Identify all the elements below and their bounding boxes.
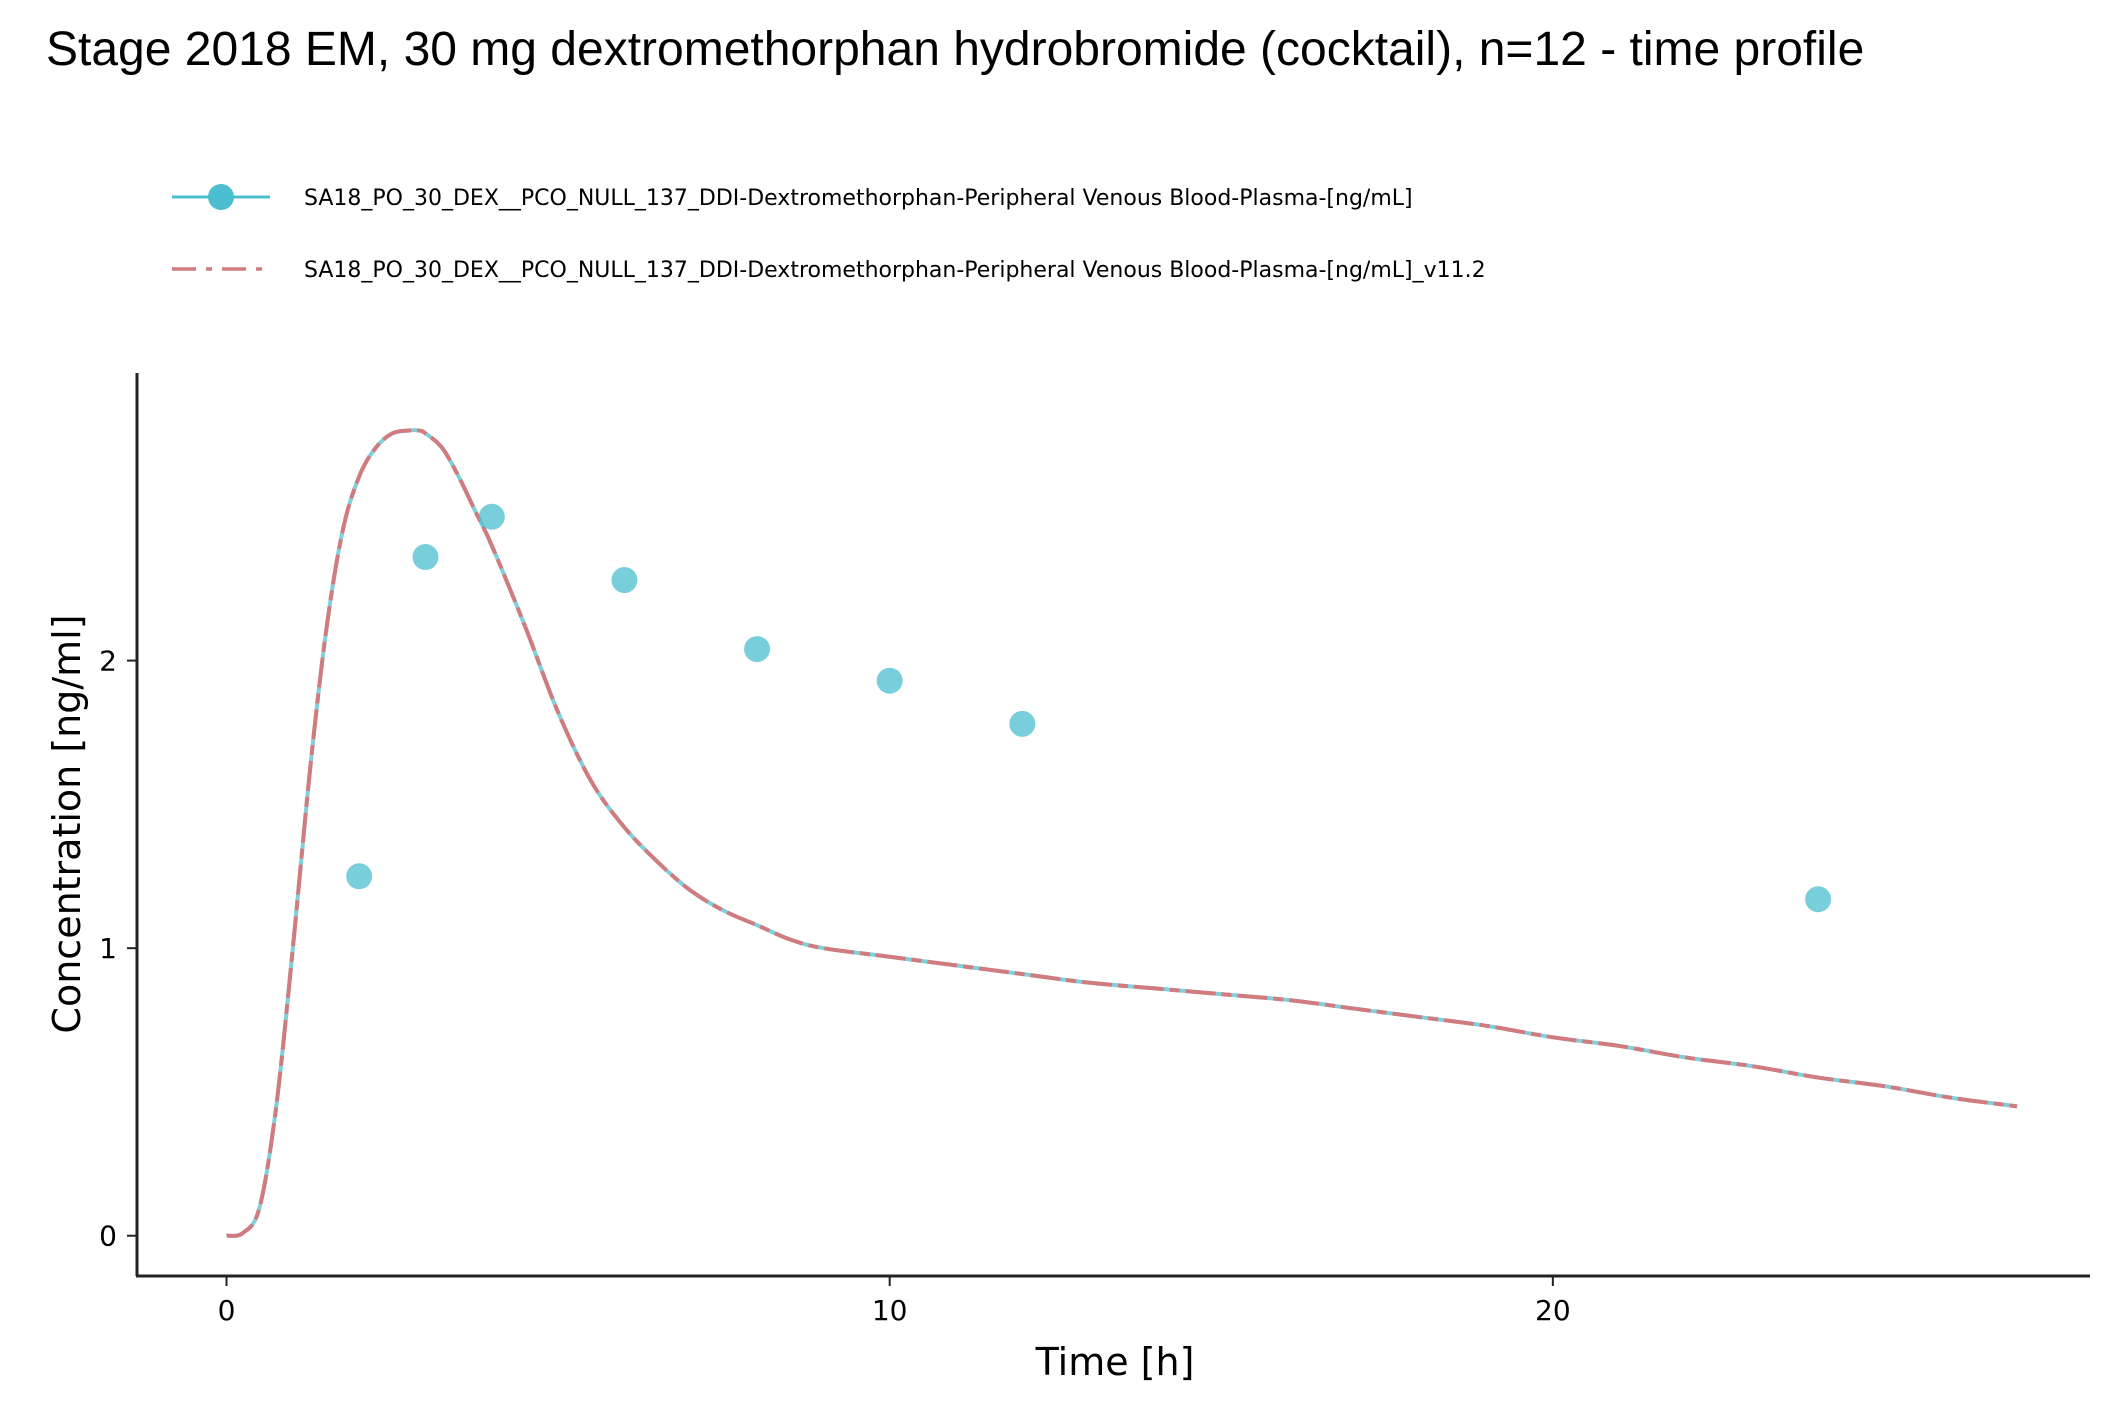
observed-data-point [412, 544, 439, 571]
observed-data-point [346, 863, 373, 890]
y-tick-label: 0 [99, 1220, 117, 1253]
x-tick-label: 10 [872, 1294, 908, 1327]
observed-data-point [744, 636, 771, 663]
observed-data-point [478, 503, 505, 530]
axes [135, 373, 2090, 1278]
legend-observed-marker [208, 184, 234, 210]
x-tick-label: 0 [218, 1294, 236, 1327]
legend-label-simulated: SA18_PO_30_DEX__PCO_NULL_137_DDI-Dextrom… [304, 258, 1486, 283]
legend-label-observed: SA18_PO_30_DEX__PCO_NULL_137_DDI-Dextrom… [304, 186, 1413, 211]
x-axis-title: Time [h] [1035, 1340, 1195, 1384]
legend: SA18_PO_30_DEX__PCO_NULL_137_DDI-Dextrom… [172, 184, 1486, 283]
observed-data-point [611, 567, 638, 594]
observed-data-point [1805, 886, 1832, 913]
chart-title: Stage 2018 EM, 30 mg dextromethorphan hy… [46, 23, 1865, 76]
observed-data-point [876, 667, 903, 694]
observed-data-point [1009, 710, 1036, 737]
y-tick-label: 1 [99, 932, 117, 965]
y-tick-label: 2 [99, 645, 117, 678]
x-tick-label: 20 [1535, 1294, 1571, 1327]
simulated-series-line [226, 428, 2018, 1238]
y-axis-title: Concentration [ng/ml] [45, 614, 89, 1033]
